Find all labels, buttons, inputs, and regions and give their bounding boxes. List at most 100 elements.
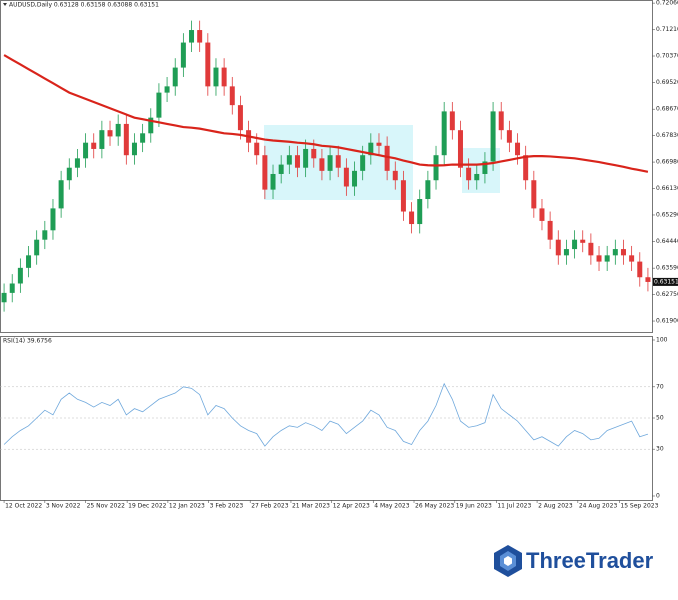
- rsi-title: RSI(14) 39.6756: [3, 338, 52, 345]
- candle-body: [148, 117, 154, 134]
- candle-body: [107, 130, 113, 137]
- candle-body: [604, 255, 610, 262]
- x-tick-label: 12 Jan 2023: [169, 503, 205, 510]
- rsi-panel: [0, 336, 653, 501]
- candle-body: [612, 249, 618, 256]
- y-tick-label: 50: [656, 415, 664, 422]
- candle-body: [490, 111, 496, 162]
- candle-body: [83, 142, 89, 159]
- candle-body: [637, 261, 643, 278]
- x-tick-label: 11 Jul 2023: [497, 503, 531, 510]
- candle-body: [580, 239, 586, 243]
- x-tick-label: 24 Aug 2023: [579, 503, 618, 510]
- candle-body: [91, 142, 97, 149]
- x-tick-label: 25 Nov 2022: [87, 503, 126, 510]
- candle-body: [376, 142, 382, 146]
- candle-body: [42, 230, 48, 240]
- candle-body: [360, 155, 366, 171]
- logo-icon-core: [504, 556, 512, 566]
- candle-body: [156, 92, 162, 118]
- candle-body: [563, 249, 569, 256]
- candle-body: [466, 167, 472, 181]
- x-tick-label: 2 Aug 2023: [538, 503, 573, 510]
- chart-title: AUDUSD,Daily 0.63128 0.63158 0.63088 0.6…: [9, 2, 159, 9]
- candle-body: [596, 255, 602, 262]
- candle-body: [164, 86, 170, 93]
- candle-body: [645, 277, 651, 282]
- candle-body: [547, 220, 553, 240]
- candle-body: [482, 161, 488, 174]
- x-tick-label: 12 Apr 2023: [333, 503, 370, 510]
- candle-body: [343, 167, 349, 187]
- candle-body: [58, 180, 64, 209]
- x-tick-label: 21 Mar 2023: [292, 503, 330, 510]
- candle-body: [278, 164, 284, 174]
- candle-body: [311, 148, 317, 159]
- candle-body: [123, 123, 129, 156]
- candle-body: [303, 148, 309, 168]
- candle-body: [400, 180, 406, 212]
- candle-body: [189, 30, 195, 43]
- candle-body: [50, 208, 56, 231]
- candle-body: [588, 242, 594, 256]
- y-tick-label: 100: [656, 337, 668, 344]
- candle-body: [74, 158, 80, 168]
- candle-body: [498, 111, 504, 131]
- candle-body: [221, 67, 227, 87]
- candle-body: [66, 167, 72, 181]
- x-tick-label: 3 Feb 2023: [210, 503, 244, 510]
- x-tick-label: 19 Jun 2023: [456, 503, 492, 510]
- candle-body: [262, 155, 268, 190]
- candle-body: [515, 142, 521, 156]
- candle-body: [425, 180, 431, 200]
- candle-body: [213, 67, 219, 87]
- moving-average: [3, 54, 649, 173]
- candle-body: [572, 239, 578, 250]
- candle-body: [197, 30, 203, 43]
- candle-body: [531, 180, 537, 209]
- candle-body: [449, 111, 455, 131]
- candle-body: [115, 123, 121, 137]
- x-tick-label: 19 Dec 2022: [128, 503, 167, 510]
- candle-body: [99, 130, 105, 149]
- candle-body: [327, 155, 333, 171]
- candle-body: [433, 155, 439, 181]
- candle-body: [417, 199, 423, 225]
- candle-body: [409, 211, 415, 225]
- candle-body: [229, 86, 235, 106]
- candle-body: [286, 155, 292, 165]
- menu-arrow[interactable]: [3, 3, 7, 6]
- x-tick-label: 12 Oct 2022: [5, 503, 42, 510]
- y-tick-label: 0: [656, 493, 660, 500]
- candle-body: [131, 142, 137, 156]
- candle-body: [180, 42, 186, 68]
- candle-body: [523, 155, 529, 181]
- last-price-box: [653, 277, 678, 286]
- candle-body: [205, 42, 211, 87]
- x-tick-label: 3 Nov 2022: [46, 503, 81, 510]
- y-tick-label: 30: [656, 446, 664, 453]
- candle-body: [392, 170, 398, 181]
- candle-body: [319, 158, 325, 171]
- candle-body: [335, 155, 341, 168]
- candle-body: [172, 67, 178, 87]
- candle-body: [352, 170, 358, 187]
- candle-body: [34, 239, 40, 256]
- x-tick-label: 4 May 2023: [374, 503, 409, 510]
- y-tick-label: 70: [656, 383, 664, 390]
- price-panel: [0, 0, 653, 333]
- candle-body: [1, 292, 7, 303]
- candle-body: [506, 130, 512, 143]
- candle-body: [17, 267, 23, 284]
- x-tick-label: 15 Sep 2023: [620, 503, 658, 510]
- candle-body: [384, 145, 390, 171]
